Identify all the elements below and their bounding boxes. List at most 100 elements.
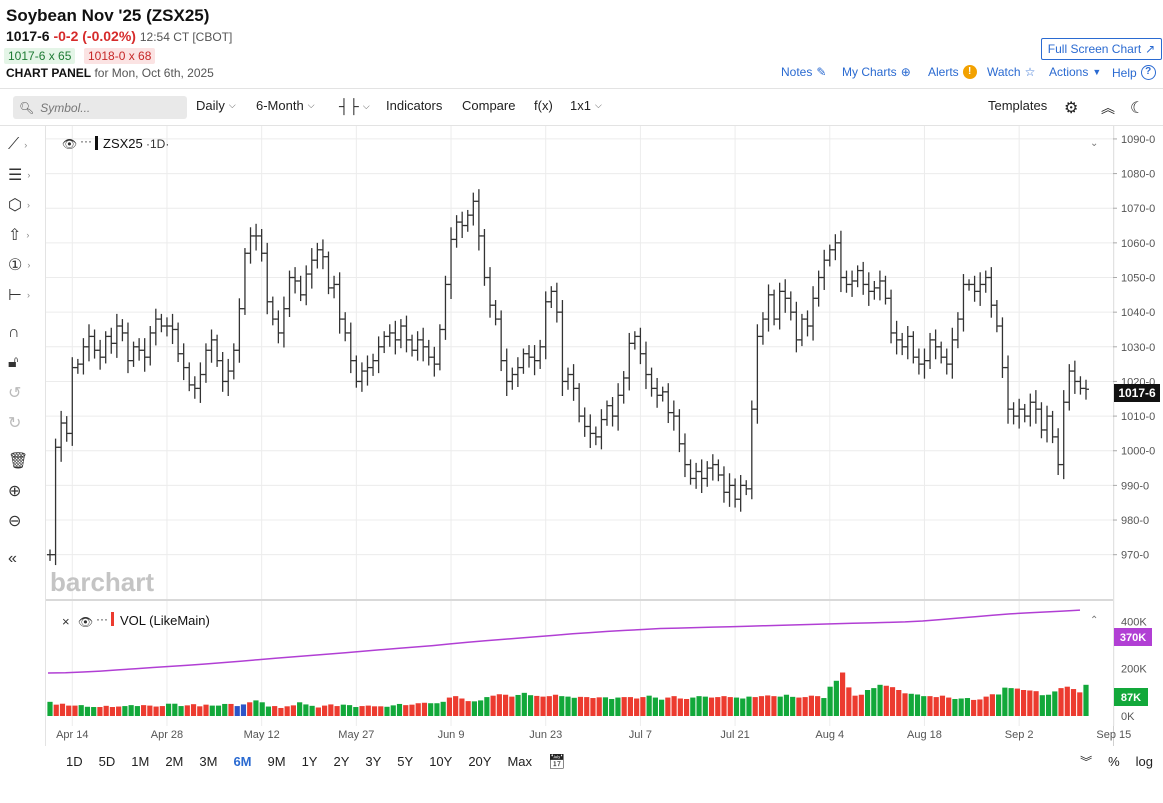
period-2y[interactable]: 2Y [333, 753, 350, 769]
volume-bar [621, 697, 627, 716]
period-9m[interactable]: 9M [267, 753, 286, 769]
range-dropdown[interactable]: 6-Month ⌵ [256, 98, 315, 113]
volume-bar [1083, 684, 1089, 716]
zoom-out-icon[interactable]: ⊖ [8, 513, 22, 530]
period-1d[interactable]: 1D [66, 753, 83, 769]
period-5d[interactable]: 5D [98, 753, 116, 769]
volume-bar [234, 706, 240, 716]
ohlc-bar [169, 313, 176, 345]
ohlc-bar [693, 462, 700, 489]
redo-icon[interactable]: ↻ [8, 415, 22, 432]
collapse-sidebar-icon[interactable]: « [8, 550, 17, 567]
log-toggle[interactable]: log [1135, 753, 1153, 769]
period-3y[interactable]: 3Y [365, 753, 382, 769]
watch-link[interactable]: Watch ☆ [987, 65, 1035, 79]
volume-bar [733, 697, 740, 716]
measure-tool-icon[interactable]: ⊢ › [8, 287, 30, 304]
my-charts-link[interactable]: My Charts ⊕ [842, 65, 911, 79]
volume-bar [147, 705, 153, 716]
volume-bar [228, 703, 234, 716]
volume-bar [765, 695, 771, 716]
symbol-search[interactable]: 🔍︎ Symbol... [13, 96, 187, 119]
ohlc-bar [1021, 403, 1028, 423]
search-placeholder: Symbol... [40, 100, 91, 115]
vol-tick-label: 400K [1121, 616, 1147, 628]
ohlc-bar [180, 343, 187, 381]
x-tick-label: Jul 21 [720, 729, 749, 741]
shape-tool-icon[interactable]: ⬡ › [8, 197, 30, 214]
help-link[interactable]: Help? [1112, 65, 1156, 80]
ohlc-bar [247, 227, 254, 264]
period-6m[interactable]: 6M [233, 753, 252, 769]
undo-icon[interactable]: ↺ [8, 385, 22, 402]
volume-bar [652, 697, 658, 716]
period-10y[interactable]: 10Y [429, 753, 453, 769]
period-max[interactable]: Max [507, 753, 533, 769]
volume-bar [1014, 688, 1020, 716]
period-1y[interactable]: 1Y [301, 753, 318, 769]
notes-link[interactable]: Notes ✎ [781, 65, 826, 79]
volume-bar [359, 706, 365, 716]
annotation-tool-icon[interactable]: ① › [8, 257, 31, 274]
settings-gear-icon[interactable]: ⚙ [1064, 100, 1079, 117]
compare-button[interactable]: Compare [462, 98, 516, 113]
ohlc-bar [219, 352, 226, 392]
templates-button[interactable]: Templates [988, 98, 1048, 113]
indicators-button[interactable]: Indicators [386, 98, 443, 113]
volume-bar [172, 703, 178, 716]
period-2m[interactable]: 2M [165, 753, 184, 769]
trash-icon[interactable]: 🗑︎ [8, 453, 29, 470]
layout-dropdown[interactable]: 1x1 ⌵ [570, 98, 602, 113]
volume-bar [403, 705, 409, 716]
collapse-up-icon[interactable]: ︽ [1101, 100, 1115, 116]
line-tool-icon[interactable]: ⟋ › [8, 136, 28, 153]
ohlc-bar [186, 362, 193, 392]
volume-bar [165, 703, 172, 716]
volume-bar [446, 697, 453, 716]
arrow-tool-icon[interactable]: ⇧ › [8, 227, 30, 244]
volume-bar [552, 694, 559, 716]
fx-button[interactable]: f(x) [534, 98, 553, 113]
ohlc-bar [420, 327, 427, 362]
ohlc-bar [849, 270, 856, 297]
volume-bar [1045, 694, 1052, 716]
full-screen-chart-button[interactable]: Full Screen Chart ↗ [1041, 38, 1162, 60]
ohlc-bar [826, 244, 833, 267]
price-chart[interactable]: barchart 970-0980-0990-01000-01010-01020… [46, 126, 1163, 746]
volume-bar [521, 692, 527, 716]
ohlc-bar [720, 466, 727, 503]
actions-menu[interactable]: Actions ▼ [1049, 65, 1101, 79]
fib-tool-icon[interactable]: ☰ › [8, 167, 31, 184]
ohlc-bar [69, 357, 76, 446]
x-tick-label: Jun 9 [438, 729, 465, 741]
calendar-icon[interactable]: 📅︎ [548, 752, 566, 769]
ohlc-bar [654, 377, 661, 408]
ohlc-bar [993, 300, 1000, 333]
percent-toggle[interactable]: % [1108, 753, 1120, 769]
period-5y[interactable]: 5Y [397, 753, 414, 769]
volume-bar [284, 706, 290, 716]
period-3m[interactable]: 3M [199, 753, 218, 769]
x-tick-label: May 12 [244, 729, 280, 741]
chart-type-dropdown[interactable]: ┤├ ⌵ [339, 98, 370, 114]
magnet-icon[interactable]: ∩ [8, 324, 20, 341]
volume-bar [896, 690, 902, 716]
ohlc-bar [581, 407, 588, 437]
ohlc-bar [921, 348, 928, 379]
period-1m[interactable]: 1M [131, 753, 150, 769]
zoom-in-icon[interactable]: ⊕ [8, 483, 22, 500]
expand-down-icon[interactable]: ︾ [1080, 754, 1093, 769]
ohlc-bar [988, 267, 995, 318]
plus-circle-icon: ⊕ [900, 65, 911, 79]
volume-bar [496, 694, 502, 716]
lock-icon[interactable]: 🔓︎ [8, 354, 19, 371]
volume-bar [1027, 690, 1033, 716]
volume-bar [577, 696, 584, 716]
alerts-link[interactable]: Alerts! [928, 65, 977, 79]
volume-legend: × 👁︎ ··· VOL (LikeMain) ⌃ [62, 612, 1098, 629]
volume-bar [1039, 695, 1045, 716]
volume-bar [384, 706, 390, 716]
period-20y[interactable]: 20Y [468, 753, 492, 769]
dark-mode-moon-icon[interactable]: ☾ [1130, 100, 1145, 117]
interval-dropdown[interactable]: Daily ⌵ [196, 98, 236, 113]
